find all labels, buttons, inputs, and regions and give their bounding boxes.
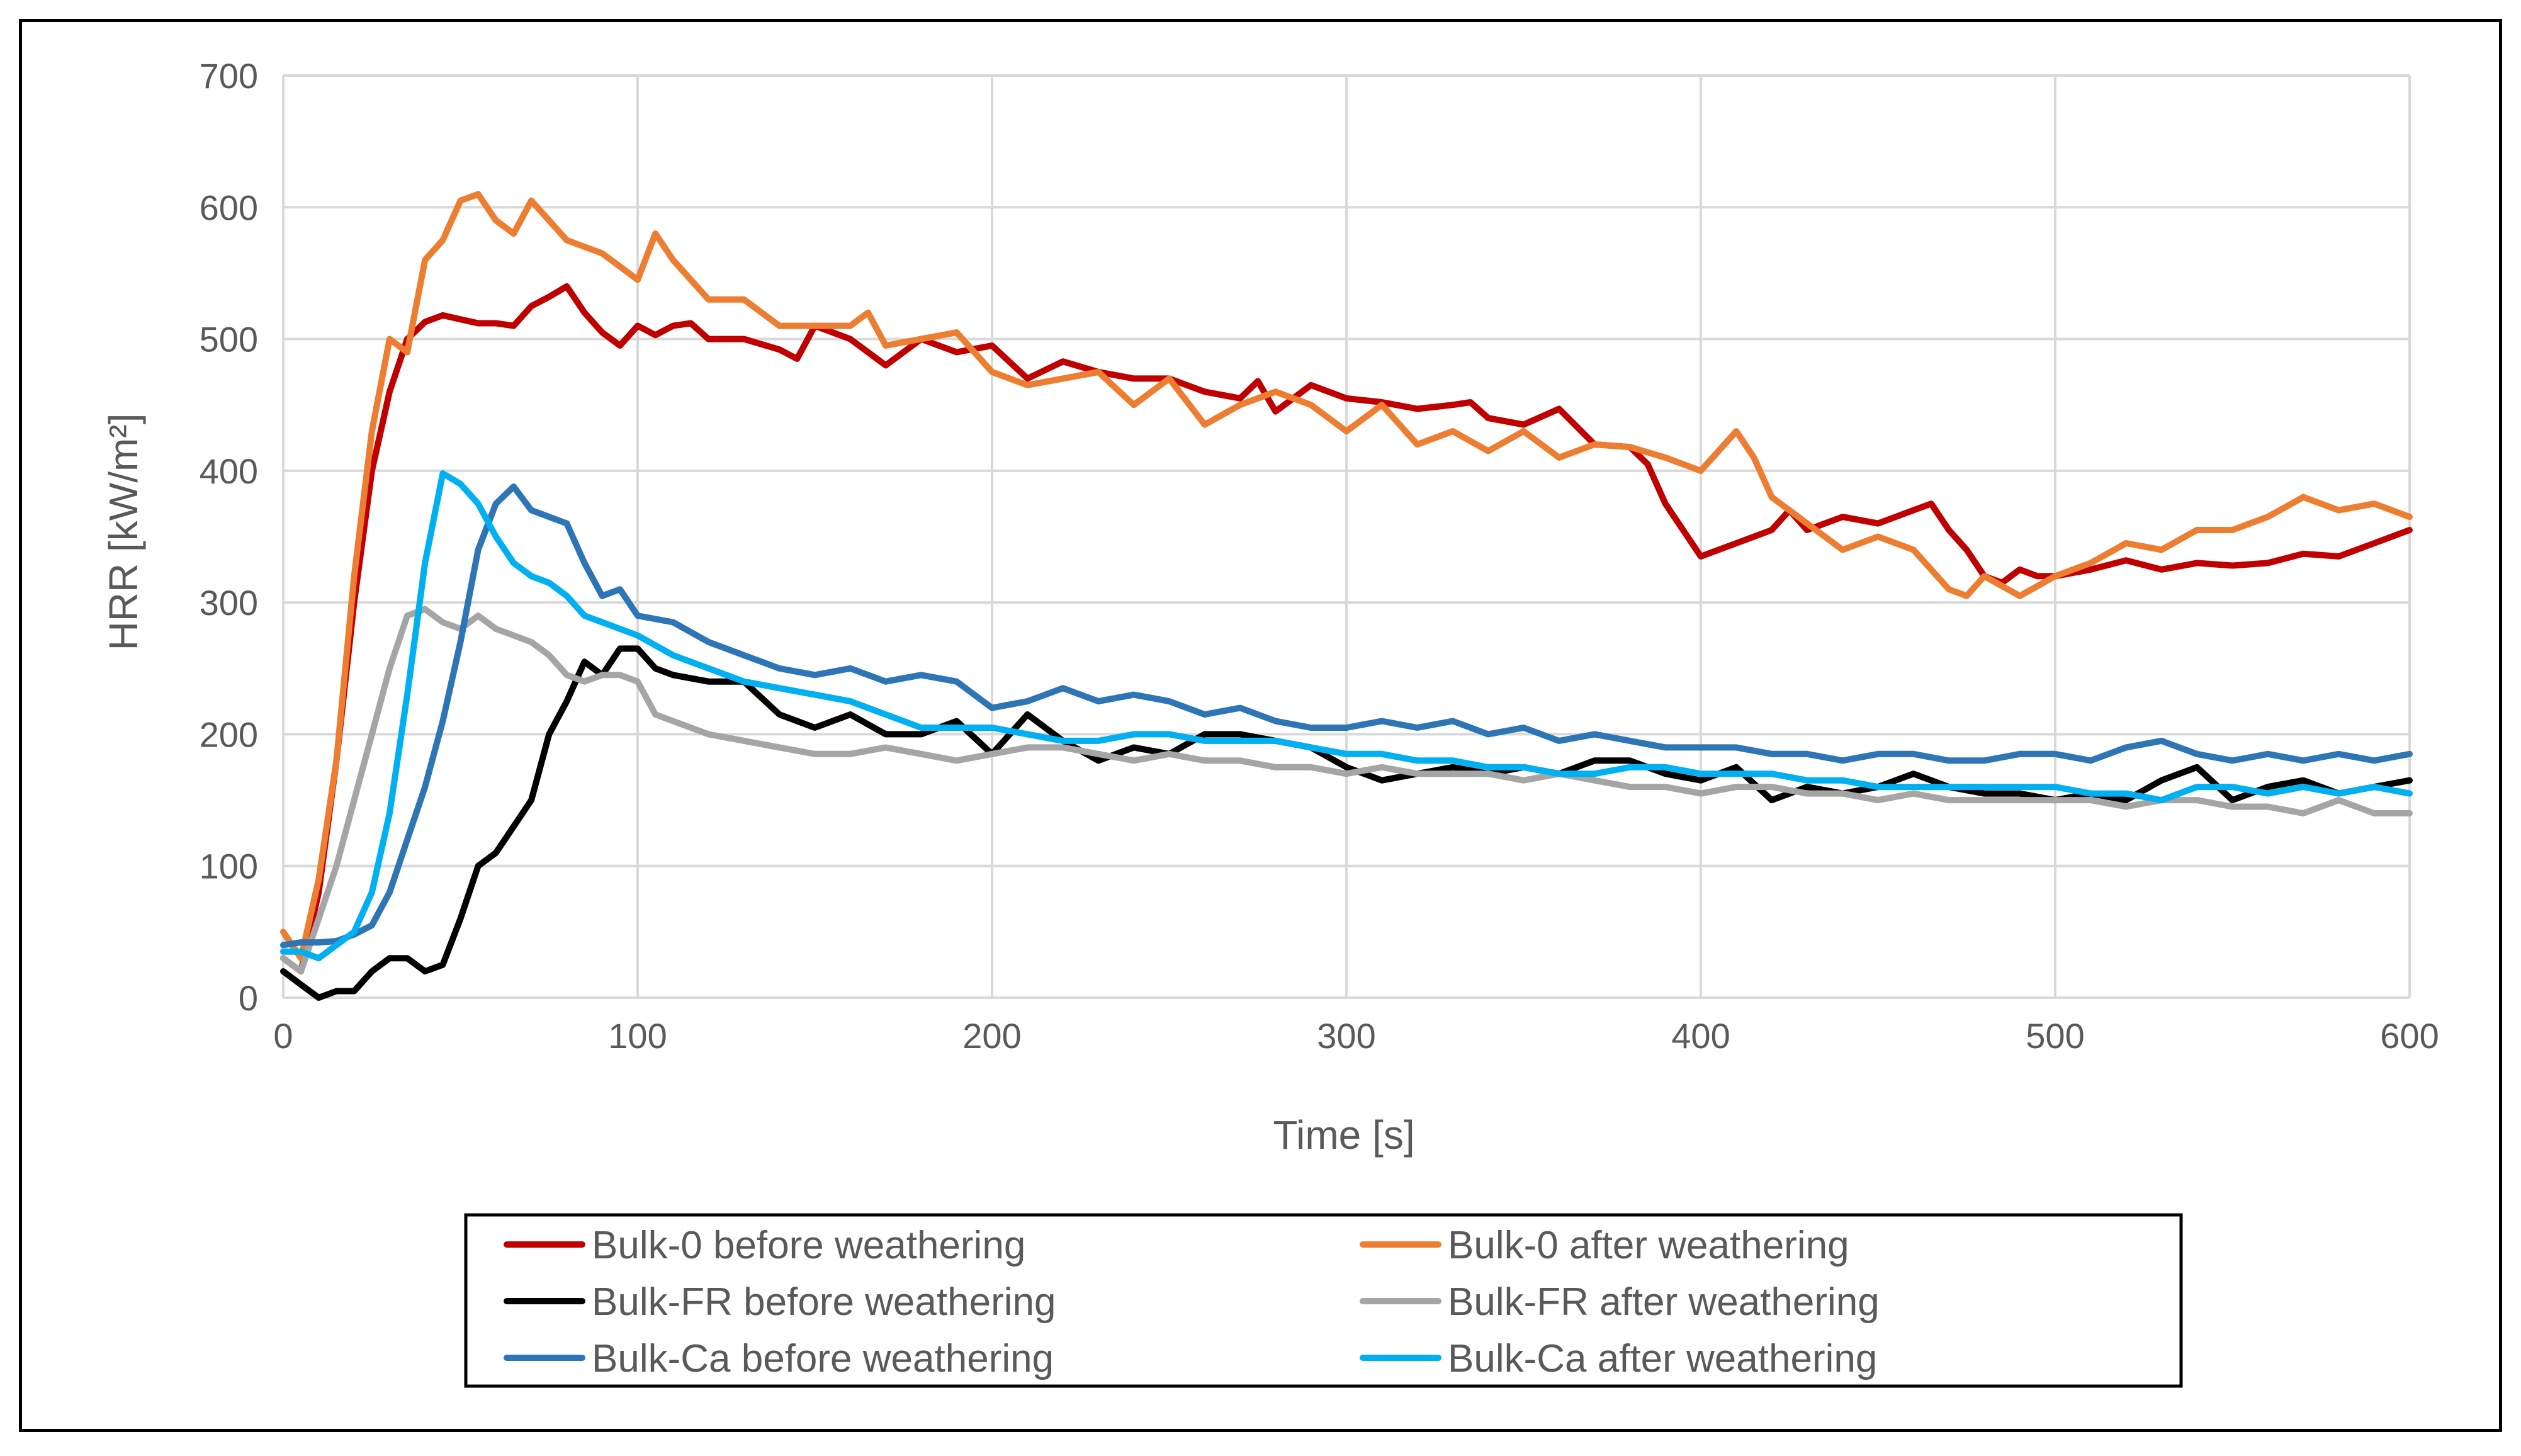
y-tick-label: 0 <box>239 978 258 1018</box>
legend-label: Bulk-Ca before weathering <box>592 1337 1054 1380</box>
series-lines <box>280 191 2413 1001</box>
y-tick-label: 600 <box>200 188 258 227</box>
x-tick-label: 0 <box>273 1016 293 1056</box>
x-tick-label: 200 <box>962 1016 1021 1056</box>
x-tick-label: 600 <box>2380 1016 2439 1056</box>
y-tick-label: 500 <box>200 320 258 359</box>
legend-label: Bulk-0 after weathering <box>1448 1224 1849 1267</box>
legend-box <box>464 1213 2183 1388</box>
legend-label: Bulk-Ca after weathering <box>1448 1337 1877 1380</box>
y-axis-title: HRR [kW/m²] <box>101 414 146 651</box>
series-line-1 <box>280 191 2413 962</box>
y-tick-label: 700 <box>200 56 258 96</box>
legend-label: Bulk-FR before weathering <box>592 1280 1056 1324</box>
x-axis-title: Time [s] <box>1273 1112 1414 1158</box>
legend: Bulk-0 before weathering Bulk-0 after wea… <box>464 1213 2183 1388</box>
legend-items: Bulk-0 before weathering Bulk-0 after wea… <box>504 1224 1880 1380</box>
series-line-2 <box>280 645 2413 1001</box>
series-line-3 <box>280 606 2413 975</box>
legend-label: Bulk-0 before weathering <box>592 1224 1025 1267</box>
x-tick-label: 500 <box>2026 1016 2084 1056</box>
x-tick-label: 400 <box>1671 1016 1730 1056</box>
series-line-5 <box>280 470 2413 962</box>
y-tick-label: 300 <box>200 583 258 623</box>
y-tick-label: 200 <box>200 714 258 754</box>
x-tick-label: 100 <box>608 1016 667 1056</box>
y-tick-label: 400 <box>200 451 258 491</box>
legend-label: Bulk-FR after weathering <box>1448 1280 1880 1324</box>
chart-frame <box>19 19 2502 1432</box>
x-tick-label: 300 <box>1317 1016 1375 1056</box>
grid <box>282 74 2411 999</box>
tick-labels: 0 100 200 300 400 500 600 700 0 100 200 300 400 500 60… <box>200 56 2439 1056</box>
y-tick-label: 100 <box>200 847 258 886</box>
